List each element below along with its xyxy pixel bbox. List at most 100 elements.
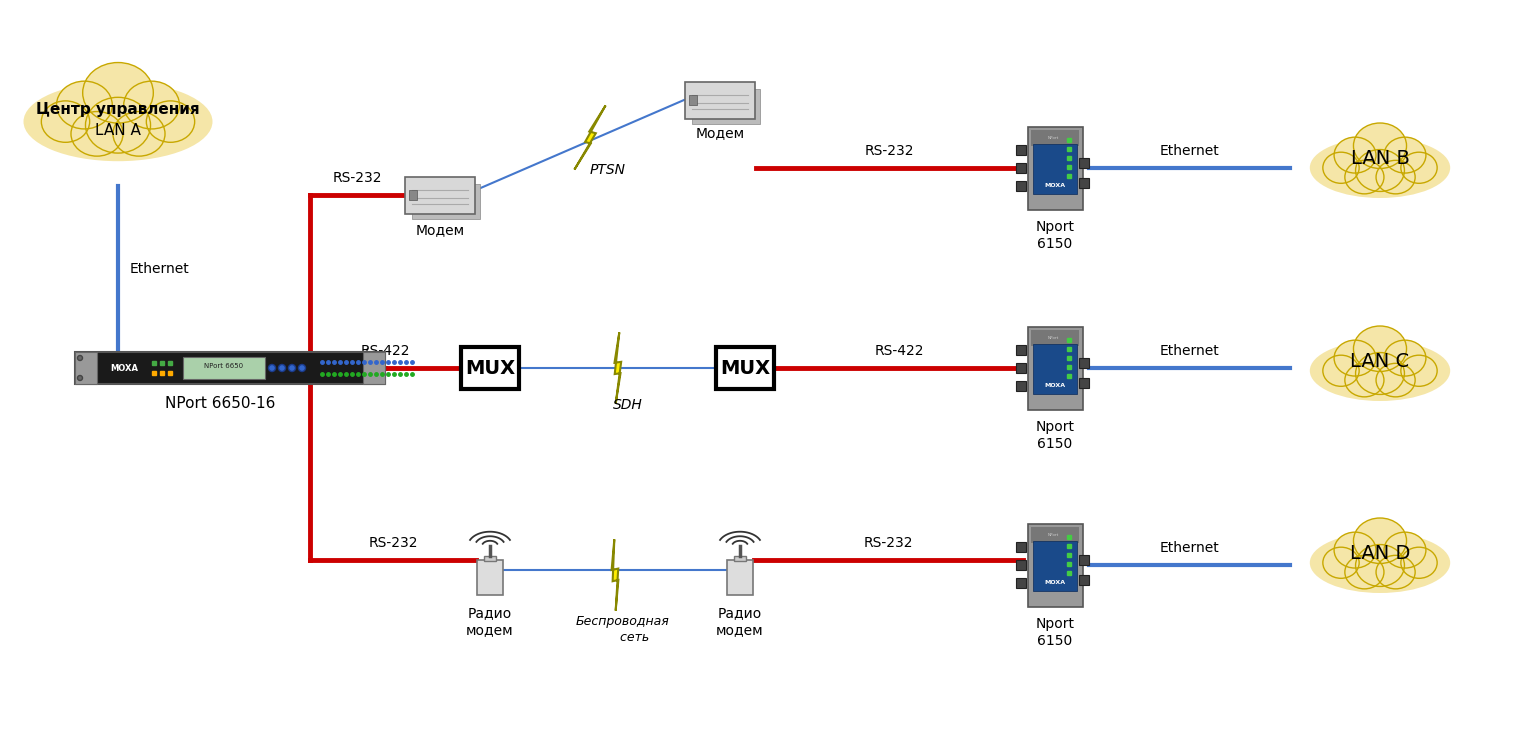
FancyBboxPatch shape (1079, 378, 1090, 388)
Ellipse shape (1400, 547, 1437, 579)
Ellipse shape (1376, 556, 1416, 589)
Ellipse shape (288, 365, 295, 371)
Ellipse shape (1324, 355, 1359, 386)
Text: Nport
6150: Nport 6150 (1036, 420, 1074, 451)
FancyBboxPatch shape (1016, 363, 1027, 373)
Ellipse shape (77, 375, 83, 380)
FancyBboxPatch shape (1031, 527, 1079, 543)
Text: NPort: NPort (1048, 533, 1059, 537)
FancyBboxPatch shape (1033, 144, 1077, 194)
FancyBboxPatch shape (1016, 560, 1027, 570)
FancyBboxPatch shape (483, 556, 496, 562)
Ellipse shape (86, 97, 151, 153)
Ellipse shape (1353, 518, 1407, 564)
Ellipse shape (279, 365, 286, 371)
FancyBboxPatch shape (1079, 575, 1090, 585)
Text: MOXA: MOXA (1045, 383, 1065, 388)
FancyBboxPatch shape (477, 560, 503, 595)
Text: RS-232: RS-232 (368, 536, 417, 550)
Ellipse shape (1353, 326, 1407, 371)
Text: Ethernet: Ethernet (1159, 144, 1219, 158)
Text: Ethernet: Ethernet (1159, 344, 1219, 358)
Ellipse shape (1334, 137, 1376, 173)
Text: MOXA: MOXA (1045, 183, 1065, 188)
FancyBboxPatch shape (1079, 358, 1090, 368)
Text: Ethernet: Ethernet (1159, 541, 1219, 555)
Polygon shape (611, 539, 619, 611)
FancyBboxPatch shape (1016, 163, 1027, 173)
Text: MOXA: MOXA (1045, 580, 1065, 585)
Text: NPort: NPort (1048, 336, 1059, 340)
FancyBboxPatch shape (1016, 381, 1027, 391)
FancyBboxPatch shape (1033, 344, 1077, 394)
Ellipse shape (1334, 532, 1376, 568)
Ellipse shape (1376, 363, 1416, 397)
FancyBboxPatch shape (1028, 326, 1082, 410)
Text: NPort 6650: NPort 6650 (205, 363, 243, 369)
Ellipse shape (1356, 352, 1405, 394)
Ellipse shape (1345, 363, 1384, 397)
FancyBboxPatch shape (685, 82, 756, 119)
FancyBboxPatch shape (75, 352, 97, 384)
FancyBboxPatch shape (462, 347, 519, 389)
Text: Центр управления: Центр управления (37, 102, 200, 117)
Text: Радио
модем: Радио модем (466, 606, 514, 638)
FancyBboxPatch shape (689, 95, 697, 105)
Ellipse shape (1384, 137, 1427, 173)
Text: NPort 6650-16: NPort 6650-16 (165, 396, 275, 411)
FancyBboxPatch shape (726, 560, 753, 595)
Text: MUX: MUX (465, 358, 516, 377)
Text: LAN C: LAN C (1350, 352, 1410, 371)
Polygon shape (614, 332, 622, 404)
Text: RS-232: RS-232 (865, 144, 914, 158)
Ellipse shape (1384, 532, 1427, 568)
Ellipse shape (23, 82, 212, 161)
Ellipse shape (71, 111, 123, 156)
Ellipse shape (1334, 340, 1376, 376)
FancyBboxPatch shape (1028, 523, 1082, 607)
Ellipse shape (1384, 340, 1427, 376)
FancyBboxPatch shape (405, 176, 476, 214)
Ellipse shape (57, 81, 112, 129)
Ellipse shape (42, 101, 89, 142)
Ellipse shape (123, 81, 180, 129)
Ellipse shape (112, 111, 165, 156)
FancyBboxPatch shape (1016, 145, 1027, 155)
FancyBboxPatch shape (183, 357, 265, 379)
Ellipse shape (83, 63, 154, 123)
Text: RS-422: RS-422 (360, 344, 409, 358)
Ellipse shape (1324, 547, 1359, 579)
Text: LAN A: LAN A (95, 124, 142, 139)
Ellipse shape (146, 101, 194, 142)
Text: MOXA: MOXA (109, 363, 139, 372)
Ellipse shape (1345, 556, 1384, 589)
Ellipse shape (1345, 161, 1384, 194)
Text: RS-232: RS-232 (863, 536, 913, 550)
Text: Беспроводная
      сеть: Беспроводная сеть (576, 615, 669, 644)
Text: Радио
модем: Радио модем (716, 606, 763, 638)
Text: NPort: NPort (1048, 136, 1059, 140)
Text: Модем: Модем (416, 223, 465, 237)
FancyBboxPatch shape (1079, 555, 1090, 565)
Text: MUX: MUX (720, 358, 770, 377)
FancyBboxPatch shape (716, 347, 774, 389)
Text: Ethernet: Ethernet (129, 262, 189, 276)
Ellipse shape (77, 355, 83, 360)
FancyBboxPatch shape (412, 184, 480, 218)
Text: RS-232: RS-232 (332, 171, 382, 185)
Ellipse shape (1324, 152, 1359, 184)
Ellipse shape (1310, 533, 1450, 593)
FancyBboxPatch shape (1033, 541, 1077, 590)
FancyBboxPatch shape (1079, 158, 1090, 168)
Text: SDH: SDH (613, 398, 642, 412)
Ellipse shape (1356, 545, 1405, 587)
Polygon shape (574, 105, 605, 170)
FancyBboxPatch shape (409, 190, 417, 200)
FancyBboxPatch shape (75, 352, 385, 384)
Ellipse shape (1400, 152, 1437, 184)
Ellipse shape (1356, 150, 1405, 192)
Ellipse shape (1310, 340, 1450, 401)
Ellipse shape (1310, 138, 1450, 198)
Ellipse shape (299, 365, 306, 371)
Ellipse shape (1376, 161, 1416, 194)
